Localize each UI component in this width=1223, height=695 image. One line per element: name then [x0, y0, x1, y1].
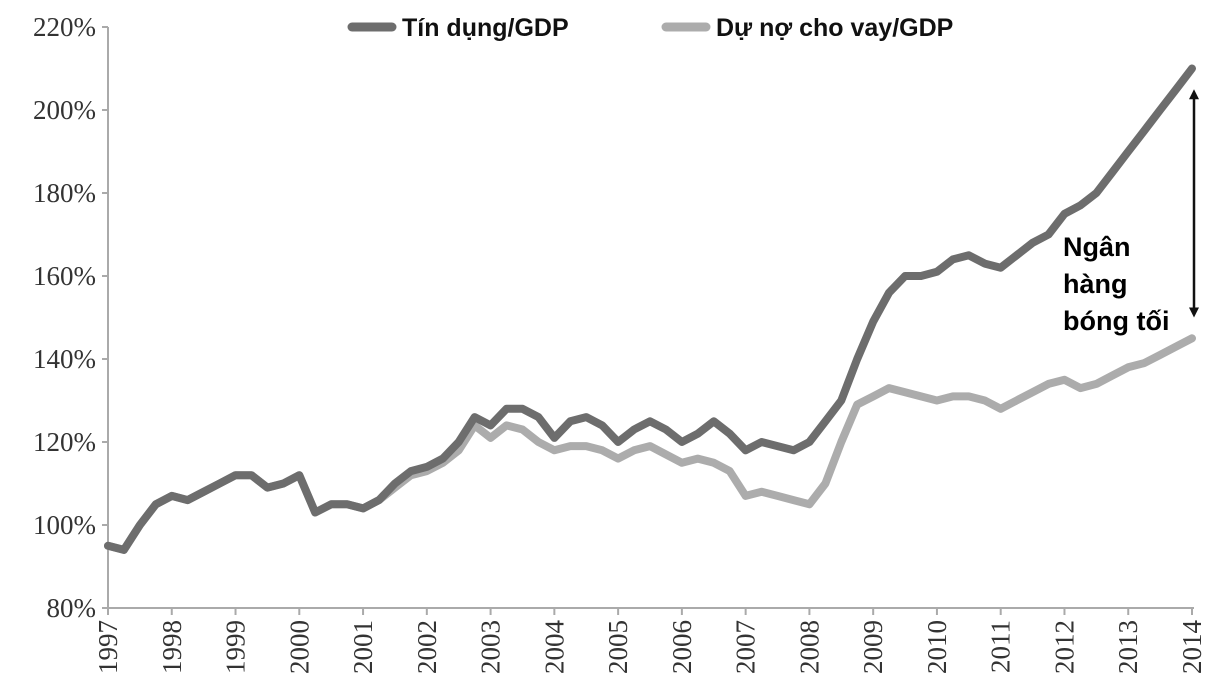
x-tick-label: 2010: [922, 620, 952, 674]
x-tick-label: 1999: [221, 620, 251, 674]
x-tick-label: 2002: [412, 620, 442, 674]
x-tick-label: 2009: [858, 620, 888, 674]
series-line-credit-gdp: [104, 64, 1196, 554]
x-tick-label: 2011: [986, 620, 1016, 673]
x-tick-label: 2012: [1049, 620, 1079, 674]
y-tick-label: 100%: [33, 510, 96, 540]
y-tick-label: 160%: [33, 261, 96, 291]
annotation-line-3: bóng tối: [1063, 306, 1169, 336]
x-tick-label: 2007: [731, 620, 761, 674]
series-line-loans-gdp: [104, 334, 1196, 554]
y-tick-label: 120%: [33, 427, 96, 457]
x-tick-label: 2000: [284, 620, 314, 674]
x-tick-label: 1998: [157, 620, 187, 674]
series-lines: [104, 64, 1196, 554]
x-tick-label: 2001: [348, 620, 378, 674]
y-tick-label: 140%: [33, 344, 96, 374]
shadow-banking-annotation: Ngân hàng bóng tối: [1063, 89, 1199, 336]
x-tick-label: 2005: [603, 620, 633, 674]
legend-label-loans: Dự nợ cho vay/GDP: [716, 14, 953, 42]
arrow-up-icon: [1189, 89, 1199, 100]
y-tick-label: 80%: [47, 593, 97, 623]
annotation-line-2: hàng: [1063, 269, 1128, 299]
x-tick-label: 2008: [794, 620, 824, 674]
axes: 80% 100% 120% 140% 160% 180% 200% 220% 1997 1998 1…: [33, 12, 1207, 674]
x-tick-label: 2003: [476, 620, 506, 674]
x-tick-label: 2014: [1177, 620, 1207, 675]
legend-label-credit: Tín dụng/GDP: [402, 14, 569, 42]
y-tick-label: 200%: [33, 95, 96, 125]
x-tick-label: 2013: [1113, 620, 1143, 674]
y-tick-label: 180%: [33, 178, 96, 208]
x-tick-label: 2004: [539, 620, 569, 675]
x-tick-label: 2006: [667, 620, 697, 674]
annotation-line-1: Ngân: [1063, 232, 1131, 262]
y-tick-label: 220%: [33, 12, 96, 42]
legend: Tín dụng/GDP Dự nợ cho vay/GDP: [347, 14, 953, 42]
arrow-down-icon: [1189, 307, 1199, 318]
x-tick-label: 1997: [93, 620, 123, 674]
